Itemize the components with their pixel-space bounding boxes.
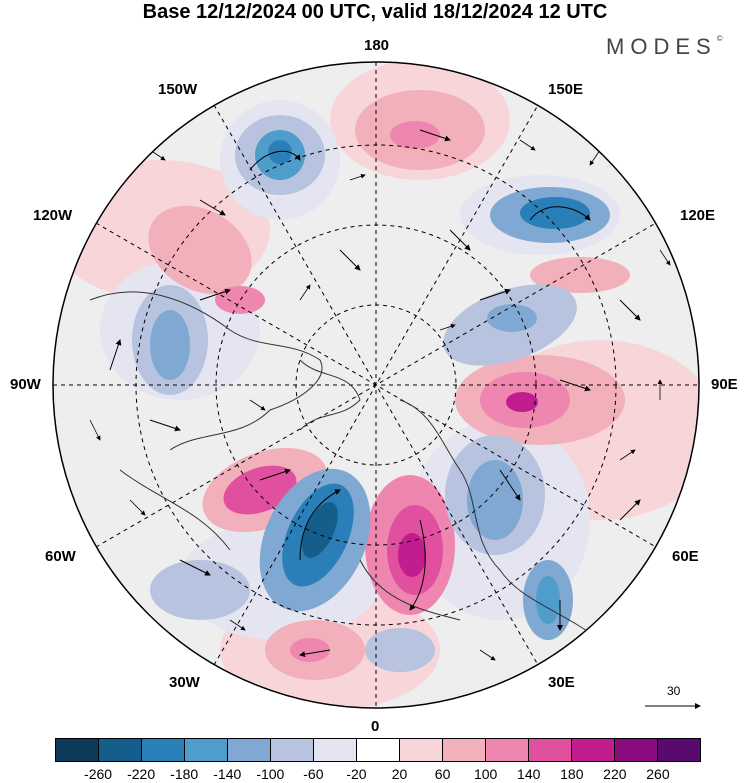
logo-mark: © [716, 34, 723, 43]
map-title: Base 12/12/2024 00 UTC, valid 18/12/2024… [142, 1, 608, 23]
reference-vector-label: 30 [667, 684, 681, 698]
colorbar-segment [185, 739, 228, 761]
lon-label-left: 90W [10, 376, 41, 393]
lon-label-mid-upper-left: 120W [33, 207, 73, 224]
colorbar-tick-label: 20 [391, 766, 408, 782]
colorbar-segment [99, 739, 142, 761]
colorbar-tick-label: -260 [84, 766, 113, 782]
lon-label-bottom: 0 [371, 718, 380, 735]
colorbar-tick-label: -20 [346, 766, 367, 782]
colorbar-segment [572, 739, 615, 761]
colorbar-segment [615, 739, 658, 761]
modes-logo: MODES© [606, 34, 723, 60]
colorbar-segment [400, 739, 443, 761]
colorbar-tick-label: 180 [560, 766, 584, 782]
colorbar-segment [357, 739, 400, 761]
colorbar-segment [529, 739, 572, 761]
colorbar-segment [443, 739, 486, 761]
lon-label-upper-right: 150E [548, 81, 584, 98]
colorbar-tick-label: 220 [603, 766, 627, 782]
colorbar-tick-label: -140 [213, 766, 242, 782]
lon-label-right: 90E [711, 376, 738, 393]
logo-text: MODES [606, 34, 717, 59]
map-border [52, 61, 700, 709]
colorbar [55, 738, 701, 762]
anomaly-field [53, 62, 699, 708]
lon-label-mid-lower-left: 60W [45, 548, 76, 565]
lon-label-lower-left: 30W [169, 674, 200, 691]
colorbar-segment [486, 739, 529, 761]
colorbar-segment [56, 739, 99, 761]
lon-label-top: 180 [364, 37, 390, 54]
colorbar-segment [142, 739, 185, 761]
colorbar-segment [314, 739, 357, 761]
colorbar-tick-label: 140 [517, 766, 541, 782]
lon-label-mid-lower-right: 60E [672, 548, 699, 565]
lon-label-mid-upper-right: 120E [680, 207, 716, 224]
colorbar-tick-label: -100 [256, 766, 285, 782]
lon-label-upper-left: 150W [158, 81, 198, 98]
colorbar-tick-label: -60 [303, 766, 324, 782]
colorbar-segment [271, 739, 314, 761]
colorbar-tick-label: 100 [473, 766, 498, 782]
colorbar-segment [658, 739, 700, 761]
lon-label-lower-right: 30E [548, 674, 575, 691]
colorbar-segment [228, 739, 271, 761]
colorbar-tick-label: -220 [127, 766, 156, 782]
colorbar-tick-label: 260 [646, 766, 670, 782]
colorbar-tick-label: 60 [434, 766, 451, 782]
colorbar-tick-label: -180 [170, 766, 199, 782]
